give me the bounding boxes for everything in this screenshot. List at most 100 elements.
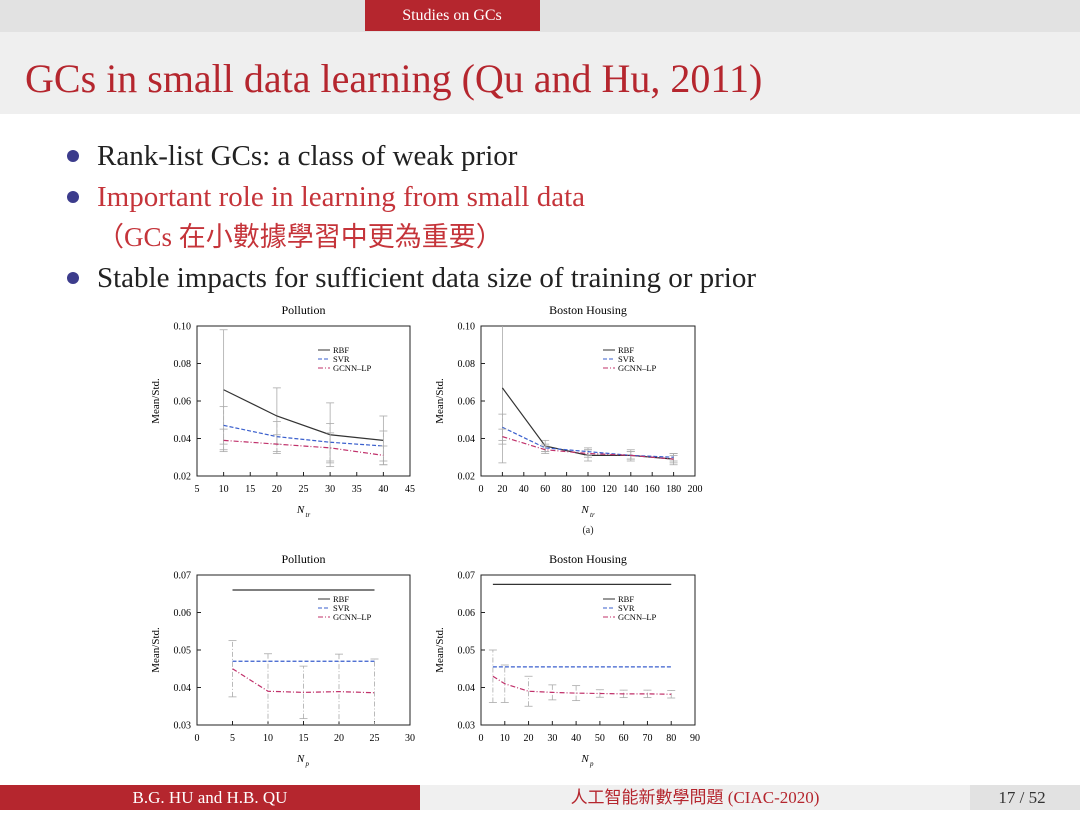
x-tick-label: 5 [230,733,235,744]
x-tick-label: 20 [497,484,507,495]
legend-label: GCNN–LP [333,363,372,373]
legend-label: RBF [333,345,349,355]
x-tick-label: 0 [479,733,484,744]
bullet-text: （GCs 在小數據學習中更為重要） [97,222,503,252]
y-axis-label: Mean/Std. [150,627,162,673]
footer-left [0,785,420,810]
plot-area [488,583,676,707]
y-tick-label: 0.03 [458,721,476,732]
section-label: Studies on GCs [402,7,502,24]
legend-label: SVR [618,354,635,364]
x-tick-label: 40 [378,484,388,495]
bullet-text: Stable impacts for sufficient data size … [97,262,756,294]
x-tick-label: 60 [619,733,629,744]
y-tick-label: 0.04 [174,434,192,445]
x-axis-label: N [296,753,305,765]
series-line [232,668,375,694]
x-tick-label: 140 [623,484,638,495]
x-axis-label-sub: p [305,760,310,768]
x-tick-label: 10 [219,484,229,495]
x-axis-label: N [580,753,589,765]
x-tick-label: 35 [352,484,362,495]
legend-label: RBF [618,345,634,355]
x-tick-label: 0 [195,733,200,744]
y-tick-label: 0.05 [458,646,476,657]
x-axis-label: N [296,504,305,516]
x-tick-label: 15 [245,484,255,495]
x-tick-label: 180 [666,484,681,495]
x-axis-label: N [580,504,589,516]
x-tick-label: 70 [642,733,652,744]
y-tick-label: 0.04 [174,683,192,694]
y-tick-label: 0.07 [458,571,476,582]
footer-page: 17 / 52 [998,788,1045,807]
y-tick-label: 0.08 [174,359,192,370]
x-tick-label: 25 [299,484,309,495]
plot-area [228,589,379,725]
footer-right [970,785,1080,810]
y-tick-label: 0.06 [458,608,476,619]
x-tick-label: 40 [571,733,581,744]
plot-frame [196,574,411,726]
x-tick-label: 20 [334,733,344,744]
y-tick-label: 0.05 [174,646,192,657]
footer-mid [420,785,970,810]
x-axis-label-sub: p [589,760,594,768]
x-tick-label: 80 [666,733,676,744]
series-line [492,675,672,695]
x-tick-label: 60 [540,484,550,495]
y-axis-label: Mean/Std. [434,627,446,673]
series-line [223,389,384,441]
x-tick-label: 40 [519,484,529,495]
footer-authors: B.G. HU and H.B. QU [133,788,288,807]
legend-label: RBF [333,594,349,604]
bullet-dot [67,191,79,203]
legend-label: SVR [333,603,350,613]
x-tick-label: 100 [581,484,596,495]
x-axis-label-sub: tr [306,511,311,519]
x-tick-label: 30 [325,484,335,495]
chart-title: Pollution [281,552,325,566]
legend-label: GCNN–LP [333,612,372,622]
series-line [223,424,384,447]
x-tick-label: 10 [500,733,510,744]
bullet-text: Rank-list GCs: a class of weak prior [97,140,518,172]
x-tick-label: 0 [479,484,484,495]
legend-label: SVR [618,603,635,613]
y-tick-label: 0.06 [174,608,192,619]
y-tick-label: 0.06 [174,397,192,408]
y-axis-label: Mean/Std. [434,378,446,424]
chart-title: Pollution [281,303,325,317]
x-tick-label: 200 [688,484,703,495]
y-tick-label: 0.10 [174,322,192,333]
x-axis-label-sub: tr [590,511,595,519]
legend-label: GCNN–LP [618,612,657,622]
y-tick-label: 0.04 [458,683,476,694]
x-tick-label: 50 [595,733,605,744]
y-tick-label: 0.03 [174,721,192,732]
x-tick-label: 5 [195,484,200,495]
x-tick-label: 80 [562,484,572,495]
legend-label: GCNN–LP [618,363,657,373]
y-tick-label: 0.07 [174,571,192,582]
y-axis-label: Mean/Std. [150,378,162,424]
x-tick-label: 160 [645,484,660,495]
x-tick-label: 25 [370,733,380,744]
x-tick-label: 30 [547,733,557,744]
series-line [502,436,674,460]
plot-frame [480,574,696,726]
chart-title: Boston Housing [549,552,627,566]
legend-label: RBF [618,594,634,604]
x-tick-label: 15 [299,733,309,744]
x-tick-label: 30 [405,733,415,744]
y-tick-label: 0.10 [458,322,476,333]
series-line [502,426,674,458]
x-tick-label: 10 [263,733,273,744]
slide-title: GCs in small data learning (Qu and Hu, 2… [25,56,762,101]
title-bar [0,32,1080,114]
plot-area [498,326,678,466]
bullet-dot [67,150,79,162]
x-tick-label: 20 [272,484,282,495]
